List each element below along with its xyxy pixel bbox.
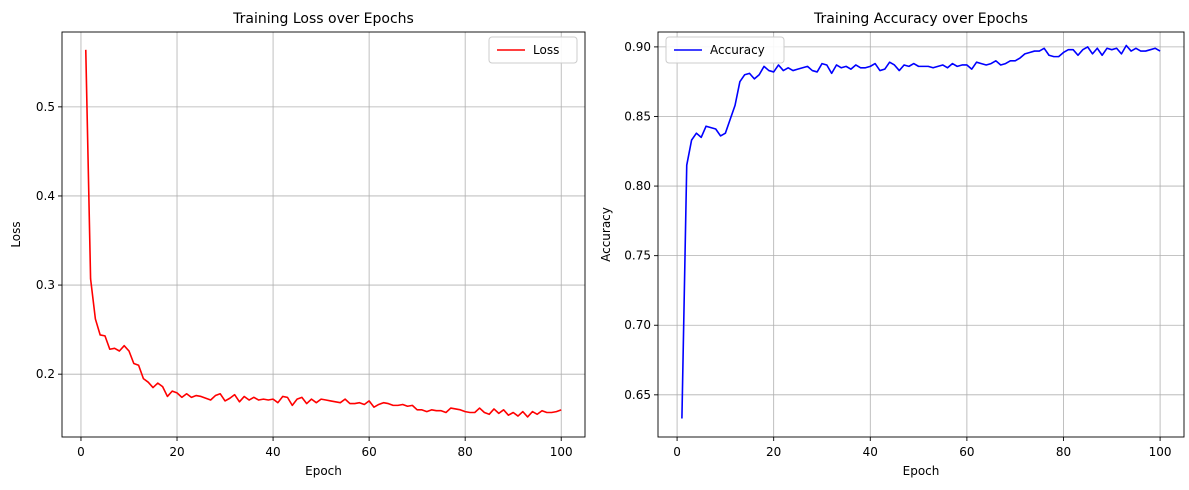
axes-frame bbox=[657, 31, 1185, 438]
y-tick-label: 0.70 bbox=[624, 318, 651, 332]
axes-frame bbox=[61, 31, 586, 438]
y-axis-label: Loss bbox=[9, 221, 23, 247]
y-tick-label: 0.3 bbox=[36, 278, 55, 292]
y-tick-label: 0.85 bbox=[624, 109, 651, 123]
x-tick-label: 0 bbox=[673, 445, 681, 459]
x-tick-label: 80 bbox=[458, 445, 473, 459]
chart-title: Training Accuracy over Epochs bbox=[813, 11, 1028, 27]
x-tick-label: 20 bbox=[766, 445, 781, 459]
legend: Loss bbox=[488, 36, 578, 64]
legend-box bbox=[488, 36, 578, 64]
series-line-loss bbox=[84, 49, 562, 418]
x-tick-label: 60 bbox=[959, 445, 974, 459]
y-tick-label: 0.5 bbox=[36, 100, 55, 114]
y-tick-label: 0.90 bbox=[624, 40, 651, 54]
y-tick-label: 0.75 bbox=[624, 249, 651, 263]
y-tick-label: 0.80 bbox=[624, 179, 651, 193]
chart-panel-2: 0 20 40 60 80 100 0.65 0.70 0.75 0.80 0.85 0.90 Trai… bbox=[599, 11, 1185, 478]
chart-panel-1: 0 20 40 60 80 100 0.2 0.3 0.4 0.5 Training Loss ov… bbox=[9, 11, 586, 478]
x-tick-label: 60 bbox=[361, 445, 376, 459]
y-tick-label: 0.2 bbox=[36, 367, 55, 381]
legend-label: Loss bbox=[533, 43, 559, 57]
y-tick-label: 0.65 bbox=[624, 388, 651, 402]
x-tick-label: 40 bbox=[265, 445, 280, 459]
x-tick-label: 100 bbox=[1149, 445, 1172, 459]
x-tick-label: 100 bbox=[550, 445, 573, 459]
x-tick-label: 0 bbox=[77, 445, 85, 459]
y-tick-label: 0.4 bbox=[36, 189, 55, 203]
x-tick-label: 20 bbox=[169, 445, 184, 459]
x-tick-label: 80 bbox=[1056, 445, 1071, 459]
chart-title: Training Loss over Epochs bbox=[232, 11, 414, 27]
legend: Accuracy bbox=[665, 36, 785, 64]
x-tick-label: 40 bbox=[863, 445, 878, 459]
y-axis-label: Accuracy bbox=[599, 207, 613, 262]
x-axis-label: Epoch bbox=[305, 464, 342, 478]
legend-box bbox=[665, 36, 785, 64]
x-axis-label: Epoch bbox=[903, 464, 940, 478]
series-line-accuracy bbox=[681, 44, 1161, 419]
legend-label: Accuracy bbox=[710, 43, 765, 57]
